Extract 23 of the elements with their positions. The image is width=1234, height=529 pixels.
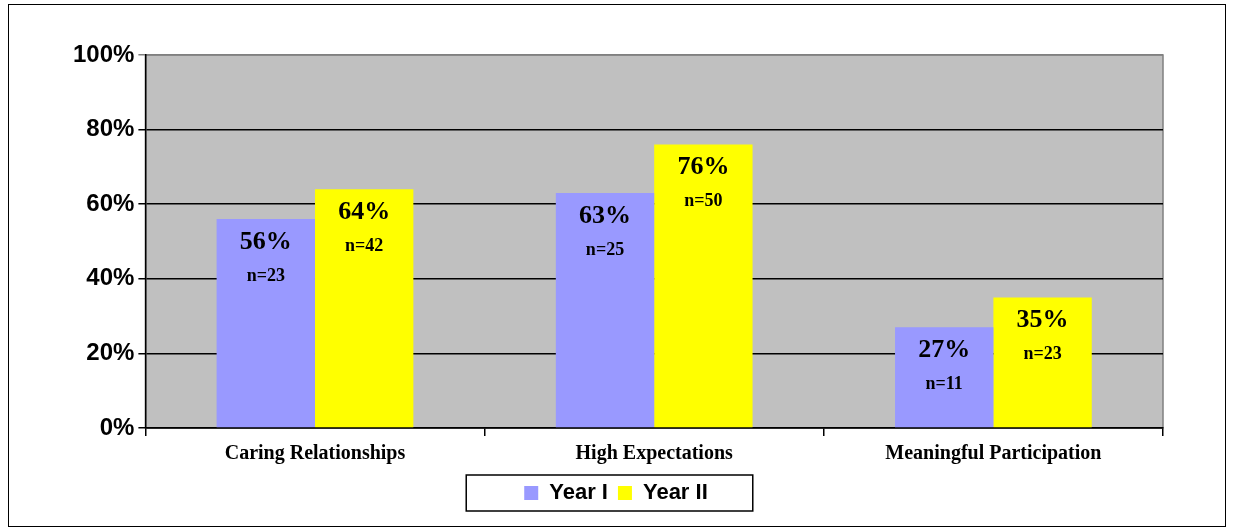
- y-tick-label: 0%: [99, 412, 135, 440]
- bar: [555, 193, 655, 428]
- data-label: 64% n=42: [338, 196, 391, 255]
- bar: [993, 297, 1092, 428]
- data-label: 35% n=23: [1016, 304, 1069, 364]
- legend-label: Year I: [549, 479, 608, 505]
- bar: [895, 327, 994, 428]
- data-label: 63% n=25: [579, 199, 632, 259]
- bar: [216, 219, 315, 428]
- data-label: 56% n=23: [239, 225, 292, 285]
- y-tick-label: 40%: [86, 263, 135, 291]
- y-tick-label: 20%: [86, 338, 135, 366]
- y-tick-label: 80%: [86, 114, 135, 142]
- bar: [654, 144, 753, 428]
- x-tick-label: Caring Relationships: [224, 441, 406, 465]
- x-tick-label: High Expectations: [575, 441, 734, 465]
- y-tick-label: 100%: [72, 39, 135, 67]
- bar: [314, 189, 414, 428]
- legend-label: Year II: [642, 479, 708, 505]
- x-tick-label: Meaningful Participation: [885, 441, 1102, 465]
- data-label: 27% n=11: [918, 334, 971, 393]
- data-label: 76% n=50: [677, 151, 730, 211]
- y-tick-label: 60%: [86, 188, 135, 216]
